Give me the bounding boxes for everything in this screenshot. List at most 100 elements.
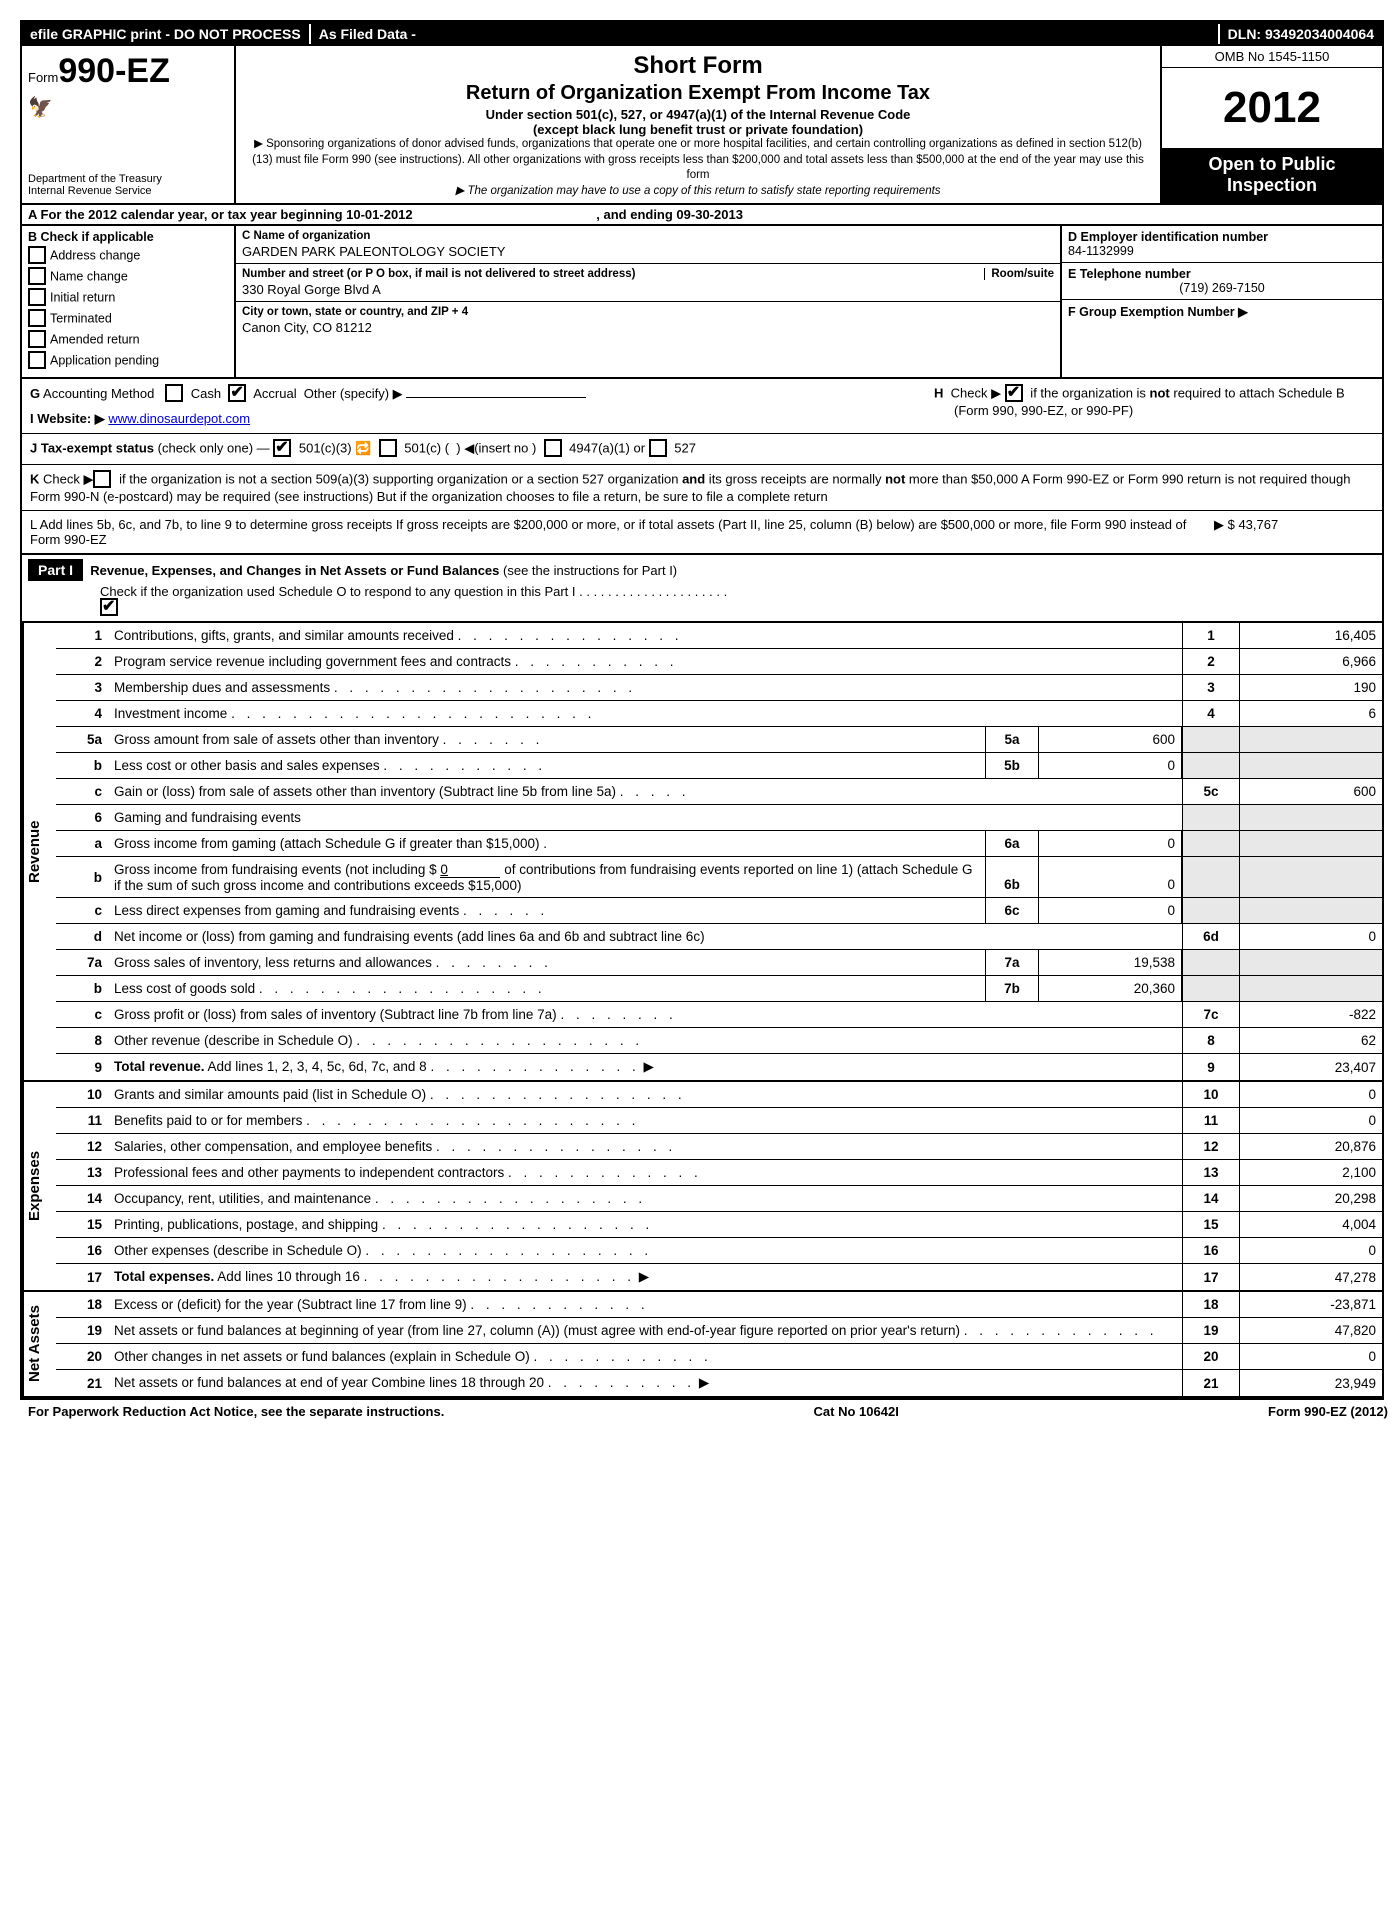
- ein-value: 84-1132999: [1068, 244, 1376, 258]
- chk-amended[interactable]: Amended return: [28, 331, 228, 349]
- chk-lbl: Application pending: [50, 353, 159, 367]
- chk-501c3[interactable]: [273, 439, 291, 457]
- city-label: City or town, state or country, and ZIP …: [242, 306, 1054, 318]
- group-exemption-label: F Group Exemption Number ▶: [1068, 305, 1248, 319]
- part1-check-text: Check if the organization used Schedule …: [100, 584, 727, 599]
- line-14: 14Occupancy, rent, utilities, and mainte…: [56, 1186, 1382, 1212]
- line-6b: bGross income from fundraising events (n…: [56, 857, 1382, 898]
- part1-header: Part I Revenue, Expenses, and Changes in…: [22, 555, 1382, 623]
- chk-schedule-o[interactable]: [100, 598, 118, 616]
- expenses-table: 10Grants and similar amounts paid (list …: [56, 1082, 1382, 1290]
- line-l-amount: ▶ $ 43,767: [1204, 517, 1374, 547]
- chk-initial-return[interactable]: Initial return: [28, 289, 228, 307]
- tel-block: E Telephone number (719) 269-7150: [1062, 263, 1382, 300]
- line-1: 1Contributions, gifts, grants, and simil…: [56, 623, 1382, 649]
- otp-line1: Open to Public: [1208, 154, 1335, 174]
- open-to-public: Open to Public Inspection: [1162, 148, 1382, 203]
- line-10: 10Grants and similar amounts paid (list …: [56, 1082, 1382, 1108]
- line-5a: 5aGross amount from sale of assets other…: [56, 727, 1382, 753]
- chk-address-change[interactable]: Address change: [28, 247, 228, 265]
- line-5b: bLess cost or other basis and sales expe…: [56, 753, 1382, 779]
- part1-title: Revenue, Expenses, and Changes in Net As…: [90, 563, 499, 578]
- chk-lbl: Terminated: [50, 311, 112, 325]
- header-right: OMB No 1545-1150 2012 Open to Public Ins…: [1160, 46, 1382, 203]
- revenue-table: 1Contributions, gifts, grants, and simil…: [56, 623, 1382, 1080]
- section-c: C Name of organization GARDEN PARK PALEO…: [236, 226, 1060, 377]
- chk-line-k[interactable]: [93, 470, 111, 488]
- efile-notice: efile GRAPHIC print - DO NOT PROCESS: [22, 24, 309, 44]
- footer-mid: Cat No 10642I: [814, 1404, 899, 1419]
- line-6d: dNet income or (loss) from gaming and fu…: [56, 924, 1382, 950]
- header-note2: ▶ The organization may have to use a cop…: [244, 184, 1152, 200]
- line-19: 19Net assets or fund balances at beginni…: [56, 1318, 1382, 1344]
- header-left: Form990-EZ 🦅 Department of the Treasury …: [22, 46, 236, 203]
- street: 330 Royal Gorge Blvd A: [242, 282, 1054, 297]
- line-12: 12Salaries, other compensation, and empl…: [56, 1134, 1382, 1160]
- chk-schedule-b[interactable]: [1005, 384, 1023, 402]
- chk-app-pending[interactable]: Application pending: [28, 352, 228, 370]
- subtitle-except: (except black lung benefit trust or priv…: [244, 122, 1152, 137]
- form-prefix: Form: [28, 70, 58, 85]
- irs-eagle-icon: 🦅: [28, 95, 228, 120]
- city-row: City or town, state or country, and ZIP …: [236, 302, 1060, 377]
- city: Canon City, CO 81212: [242, 320, 1054, 335]
- header: Form990-EZ 🦅 Department of the Treasury …: [22, 46, 1382, 205]
- chk-lbl: Amended return: [50, 332, 140, 346]
- otp-line2: Inspection: [1227, 175, 1317, 195]
- title-short-form: Short Form: [244, 52, 1152, 80]
- form-num-big: 990-EZ: [58, 52, 170, 90]
- line-20: 20Other changes in net assets or fund ba…: [56, 1344, 1382, 1370]
- chk-lbl: Address change: [50, 248, 140, 262]
- netassets-section: Net Assets 18Excess or (deficit) for the…: [22, 1292, 1382, 1398]
- org-name: GARDEN PARK PALEONTOLOGY SOCIETY: [242, 244, 1054, 259]
- info-block: B Check if applicable Address change Nam…: [22, 226, 1382, 379]
- title-return: Return of Organization Exempt From Incom…: [244, 82, 1152, 105]
- org-name-row: C Name of organization GARDEN PARK PALEO…: [236, 226, 1060, 264]
- street-row: Number and street (or P O box, if mail i…: [236, 264, 1060, 302]
- tax-year: 2012: [1162, 68, 1382, 148]
- dept-treasury: Department of the Treasury: [28, 173, 228, 185]
- footer-left: For Paperwork Reduction Act Notice, see …: [28, 1404, 444, 1419]
- section-b-heading: B Check if applicable: [28, 230, 228, 244]
- line-15: 15Printing, publications, postage, and s…: [56, 1212, 1382, 1238]
- line-13: 13Professional fees and other payments t…: [56, 1160, 1382, 1186]
- line-h-3: (Form 990, 990-EZ, or 990-PF): [934, 403, 1133, 418]
- line-2: 2Program service revenue including gover…: [56, 649, 1382, 675]
- part1-label: Part I: [28, 559, 83, 581]
- part1-paren: (see the instructions for Part I): [499, 563, 677, 578]
- line-16: 16Other expenses (describe in Schedule O…: [56, 1238, 1382, 1264]
- chk-4947[interactable]: [544, 439, 562, 457]
- chk-501c[interactable]: [379, 439, 397, 457]
- omb-number: OMB No 1545-1150: [1162, 46, 1382, 68]
- line-7c: cGross profit or (loss) from sales of in…: [56, 1002, 1382, 1028]
- section-a-end: , and ending 09-30-2013: [596, 207, 743, 222]
- line-k: K Check ▶ if the organization is not a s…: [22, 465, 1382, 511]
- line-h-2: required to attach Schedule B: [1170, 386, 1345, 401]
- dept-irs: Internal Revenue Service: [28, 185, 228, 197]
- section-def: D Employer identification number 84-1132…: [1060, 226, 1382, 377]
- dept-block: Department of the Treasury Internal Reve…: [28, 173, 228, 197]
- line-6: 6Gaming and fundraising events: [56, 805, 1382, 831]
- tel-value: (719) 269-7150: [1068, 281, 1376, 295]
- chk-527[interactable]: [649, 439, 667, 457]
- line-7b: bLess cost of goods sold . . . . . . . .…: [56, 976, 1382, 1002]
- chk-lbl: Initial return: [50, 290, 115, 304]
- line-3: 3Membership dues and assessments . . . .…: [56, 675, 1382, 701]
- line-9: 9Total revenue. Add lines 1, 2, 3, 4, 5c…: [56, 1054, 1382, 1081]
- website-link[interactable]: www.dinosaurdepot.com: [108, 411, 250, 426]
- line-l: L Add lines 5b, 6c, and 7b, to line 9 to…: [22, 511, 1382, 555]
- line-h: H Check ▶ if the organization is not req…: [934, 385, 1374, 427]
- chk-name-change[interactable]: Name change: [28, 268, 228, 286]
- subtitle-section: Under section 501(c), 527, or 4947(a)(1)…: [244, 107, 1152, 122]
- chk-terminated[interactable]: Terminated: [28, 310, 228, 328]
- netassets-table: 18Excess or (deficit) for the year (Subt…: [56, 1292, 1382, 1396]
- group-exemption: F Group Exemption Number ▶: [1062, 300, 1382, 377]
- line-4: 4Investment income . . . . . . . . . . .…: [56, 701, 1382, 727]
- section-b: B Check if applicable Address change Nam…: [22, 226, 236, 377]
- top-bar: efile GRAPHIC print - DO NOT PROCESS As …: [22, 22, 1382, 46]
- street-label: Number and street (or P O box, if mail i…: [242, 268, 635, 280]
- ein-label: D Employer identification number: [1068, 230, 1376, 244]
- line-21: 21Net assets or fund balances at end of …: [56, 1370, 1382, 1397]
- line-17: 17Total expenses. Add lines 10 through 1…: [56, 1264, 1382, 1291]
- expenses-vlabel: Expenses: [22, 1082, 56, 1290]
